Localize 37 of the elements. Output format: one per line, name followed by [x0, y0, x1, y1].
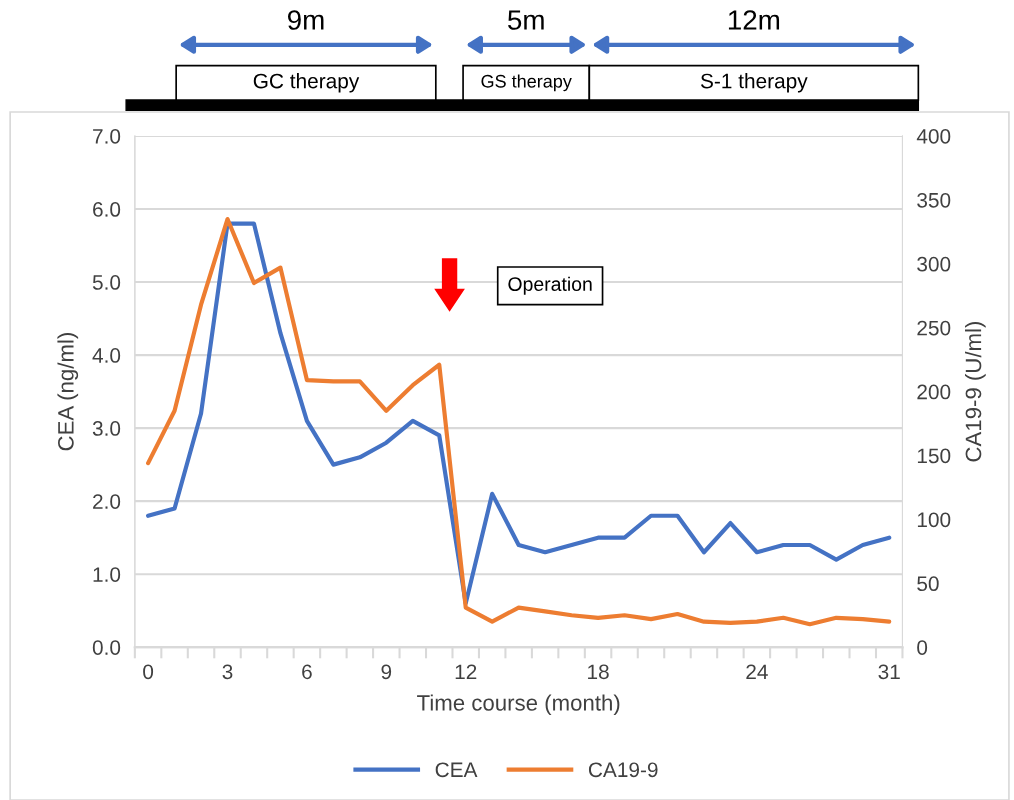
- x-tick-label: 3: [222, 664, 233, 680]
- y2-tick-label: 350: [917, 192, 951, 208]
- y2-tick-label: 150: [917, 448, 951, 464]
- y-tick-label: 4.0: [92, 348, 121, 363]
- x-tick-label: 24: [746, 664, 768, 679]
- y2-tick-label: 50: [917, 576, 939, 592]
- x-tick-label: 0: [143, 664, 154, 680]
- y-tick-label: 6.0: [93, 202, 121, 217]
- legend-label: CA19-9: [588, 762, 658, 778]
- y-tick-label: 1.0: [93, 567, 121, 582]
- text: 12m: [728, 10, 780, 30]
- y2-tick-label: 400: [916, 129, 951, 144]
- x-axis-title: Time course (month): [417, 694, 620, 716]
- text: 5m: [508, 10, 544, 30]
- y2-tick-label: 200: [917, 384, 951, 400]
- y-tick-label: 5.0: [92, 275, 121, 290]
- y-axis-title: CEA (ng/ml): [57, 333, 79, 451]
- text: 9m: [287, 10, 324, 30]
- y-tick-label: 3.0: [92, 421, 121, 436]
- x-tick-label: 6: [302, 664, 312, 680]
- y2-tick-label: 100: [917, 512, 951, 528]
- text: S-1 therapy: [700, 73, 808, 93]
- legend-label: CEA: [435, 762, 478, 778]
- x-tick-label: 9: [381, 664, 392, 680]
- text: GS therapy: [481, 74, 572, 92]
- x-tick-label: 12: [455, 664, 477, 679]
- y2-tick-label: 0: [917, 640, 928, 655]
- x-tick-label: 18: [588, 664, 609, 680]
- annotation: Operation: [508, 276, 592, 295]
- y2-tick-label: 300: [917, 256, 951, 272]
- y-tick-label: 0.0: [92, 640, 121, 655]
- y-tick-label: 2.0: [93, 494, 121, 509]
- y2-tick-label: 250: [917, 320, 951, 336]
- text: GC therapy: [253, 73, 360, 93]
- x-tick-label: 31: [878, 664, 900, 680]
- y-tick-label: 7.0: [93, 129, 121, 144]
- y2-axis-title: CA19-9 (U/ml): [964, 321, 986, 462]
